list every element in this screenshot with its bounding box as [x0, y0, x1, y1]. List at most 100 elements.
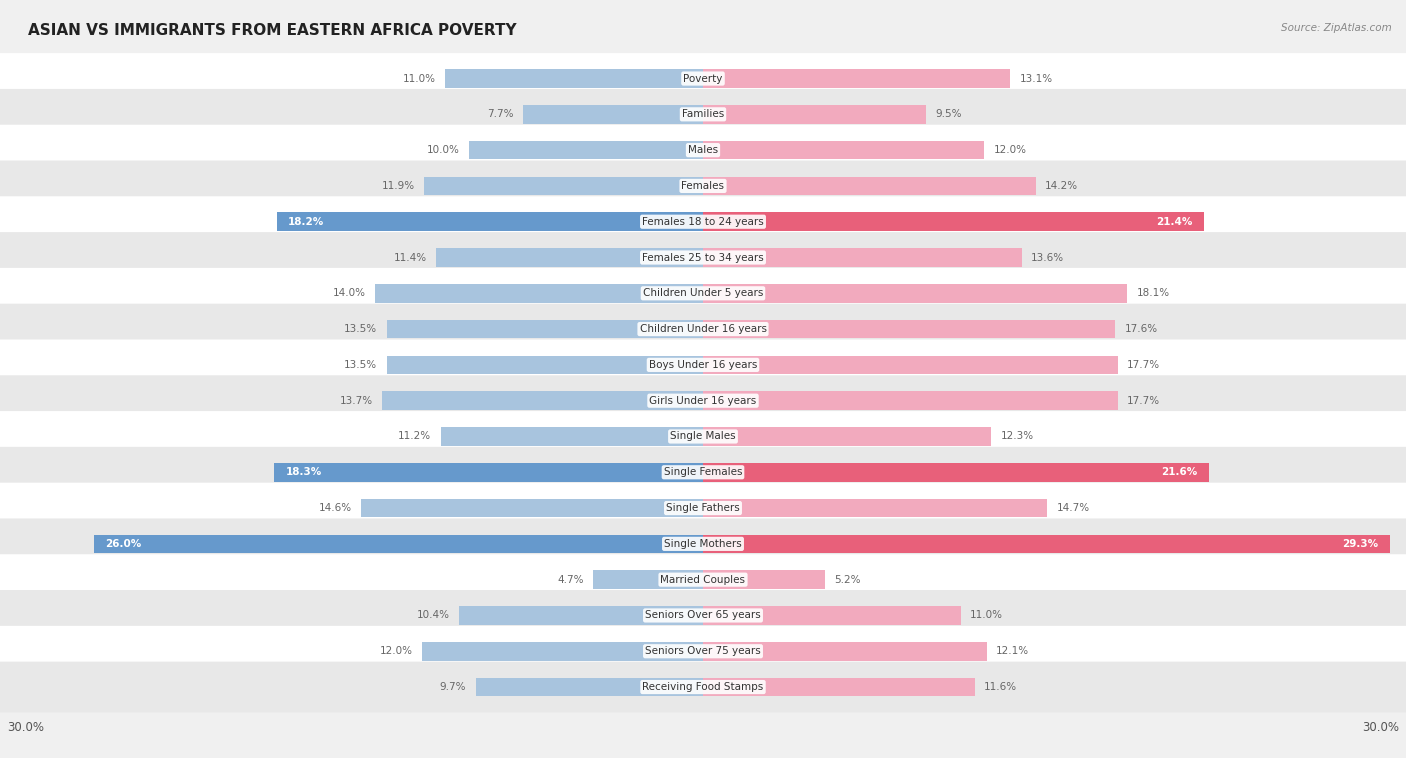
Text: Males: Males [688, 145, 718, 155]
FancyBboxPatch shape [0, 554, 1406, 605]
Bar [446, 69, 703, 88]
Bar [375, 284, 703, 302]
Bar [382, 391, 703, 410]
Text: 9.7%: 9.7% [440, 682, 467, 692]
FancyBboxPatch shape [0, 89, 1406, 139]
Bar [703, 534, 1389, 553]
Text: 11.0%: 11.0% [970, 610, 1002, 621]
Bar [274, 463, 703, 481]
Text: 12.0%: 12.0% [380, 647, 412, 656]
Text: 30.0%: 30.0% [7, 721, 44, 735]
Text: 11.9%: 11.9% [381, 181, 415, 191]
Text: Children Under 5 years: Children Under 5 years [643, 288, 763, 299]
Text: 13.6%: 13.6% [1031, 252, 1064, 262]
Text: 29.3%: 29.3% [1341, 539, 1378, 549]
Bar [523, 105, 703, 124]
FancyBboxPatch shape [0, 483, 1406, 534]
Text: Single Males: Single Males [671, 431, 735, 441]
Bar [440, 428, 703, 446]
Bar [703, 141, 984, 159]
Text: Source: ZipAtlas.com: Source: ZipAtlas.com [1281, 23, 1392, 33]
Text: Seniors Over 65 years: Seniors Over 65 years [645, 610, 761, 621]
Text: Seniors Over 75 years: Seniors Over 75 years [645, 647, 761, 656]
Bar [703, 248, 1022, 267]
Text: 21.4%: 21.4% [1156, 217, 1192, 227]
Text: 11.2%: 11.2% [398, 431, 432, 441]
Text: 18.1%: 18.1% [1136, 288, 1170, 299]
Text: Girls Under 16 years: Girls Under 16 years [650, 396, 756, 406]
FancyBboxPatch shape [0, 53, 1406, 104]
Text: 14.7%: 14.7% [1057, 503, 1090, 513]
Text: 11.0%: 11.0% [404, 74, 436, 83]
Text: 13.7%: 13.7% [339, 396, 373, 406]
Bar [703, 356, 1118, 374]
Bar [703, 606, 960, 625]
Text: 10.4%: 10.4% [418, 610, 450, 621]
FancyBboxPatch shape [0, 304, 1406, 355]
Bar [387, 320, 703, 338]
FancyBboxPatch shape [0, 161, 1406, 211]
Bar [703, 570, 825, 589]
Text: 13.5%: 13.5% [344, 360, 377, 370]
Text: 11.4%: 11.4% [394, 252, 426, 262]
Text: 13.1%: 13.1% [1019, 74, 1053, 83]
Bar [94, 534, 703, 553]
Text: Females 18 to 24 years: Females 18 to 24 years [643, 217, 763, 227]
FancyBboxPatch shape [0, 375, 1406, 426]
Bar [703, 678, 974, 697]
Text: 14.0%: 14.0% [333, 288, 366, 299]
Bar [703, 642, 987, 660]
Bar [422, 642, 703, 660]
Bar [703, 499, 1047, 518]
Bar [468, 141, 703, 159]
Text: Families: Families [682, 109, 724, 119]
Text: 13.5%: 13.5% [344, 324, 377, 334]
Text: 18.3%: 18.3% [285, 467, 322, 478]
Bar [703, 391, 1118, 410]
Bar [703, 69, 1010, 88]
Text: Children Under 16 years: Children Under 16 years [640, 324, 766, 334]
Bar [460, 606, 703, 625]
Text: 12.0%: 12.0% [994, 145, 1026, 155]
FancyBboxPatch shape [0, 125, 1406, 176]
Bar [425, 177, 703, 196]
Text: 12.1%: 12.1% [995, 647, 1029, 656]
Bar [277, 212, 703, 231]
Text: 18.2%: 18.2% [288, 217, 325, 227]
Bar [703, 284, 1128, 302]
Text: 17.7%: 17.7% [1128, 396, 1160, 406]
FancyBboxPatch shape [0, 590, 1406, 641]
Text: Poverty: Poverty [683, 74, 723, 83]
Text: 9.5%: 9.5% [935, 109, 962, 119]
Bar [703, 320, 1115, 338]
FancyBboxPatch shape [0, 268, 1406, 318]
Bar [387, 356, 703, 374]
FancyBboxPatch shape [0, 626, 1406, 677]
Text: 17.6%: 17.6% [1125, 324, 1159, 334]
Bar [593, 570, 703, 589]
Bar [703, 463, 1209, 481]
Text: 21.6%: 21.6% [1161, 467, 1198, 478]
FancyBboxPatch shape [0, 662, 1406, 713]
Bar [703, 428, 991, 446]
Text: Females: Females [682, 181, 724, 191]
Bar [361, 499, 703, 518]
Text: Married Couples: Married Couples [661, 575, 745, 584]
Bar [703, 105, 925, 124]
Bar [703, 212, 1205, 231]
Text: ASIAN VS IMMIGRANTS FROM EASTERN AFRICA POVERTY: ASIAN VS IMMIGRANTS FROM EASTERN AFRICA … [28, 23, 517, 38]
FancyBboxPatch shape [0, 447, 1406, 498]
Text: 12.3%: 12.3% [1001, 431, 1033, 441]
Text: 30.0%: 30.0% [1362, 721, 1399, 735]
FancyBboxPatch shape [0, 196, 1406, 247]
FancyBboxPatch shape [0, 232, 1406, 283]
Bar [475, 678, 703, 697]
Text: 10.0%: 10.0% [426, 145, 460, 155]
Text: 17.7%: 17.7% [1128, 360, 1160, 370]
Text: Receiving Food Stamps: Receiving Food Stamps [643, 682, 763, 692]
FancyBboxPatch shape [0, 411, 1406, 462]
Text: Females 25 to 34 years: Females 25 to 34 years [643, 252, 763, 262]
Text: Single Fathers: Single Fathers [666, 503, 740, 513]
Text: Single Females: Single Females [664, 467, 742, 478]
FancyBboxPatch shape [0, 518, 1406, 569]
